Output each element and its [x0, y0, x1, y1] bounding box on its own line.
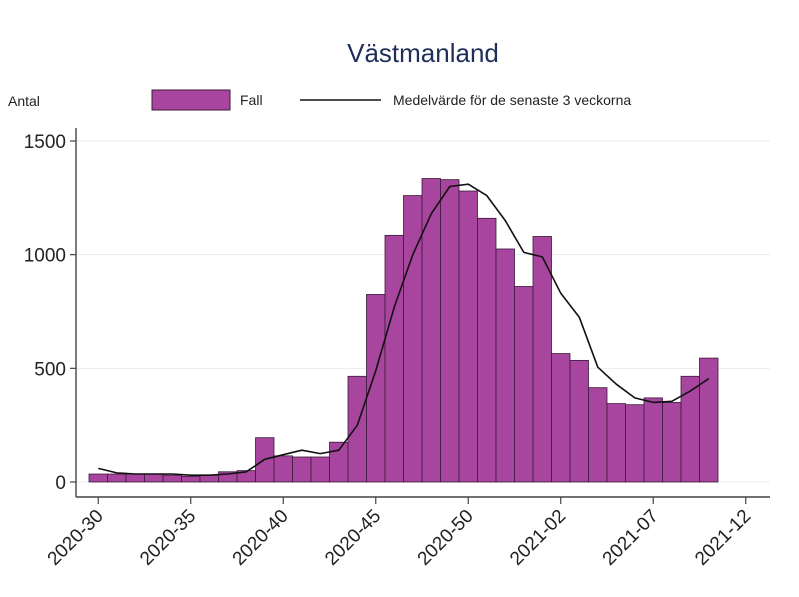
y-axis-label: Antal [8, 93, 40, 109]
x-tick-label: 2021-02 [506, 506, 570, 570]
y-tick-label: 1000 [24, 246, 66, 267]
x-axis-ticks: 2020-30 2020-35 2020-40 2020-45 2020-50 2021-… [44, 497, 755, 570]
bar [199, 474, 219, 483]
x-tick-label: 2021-07 [599, 506, 663, 570]
axes [75, 128, 770, 498]
bar [588, 387, 608, 483]
bar [125, 473, 145, 483]
bar [495, 248, 515, 483]
x-tick-label: 2021-12 [691, 506, 755, 570]
legend-label-average: Medelvärde för de senaste 3 veckorna [393, 92, 631, 108]
bar [643, 397, 663, 483]
bar [144, 473, 164, 483]
bar [662, 402, 682, 483]
bar [514, 286, 534, 483]
bar [458, 190, 478, 483]
bar [310, 456, 330, 483]
bar [625, 404, 645, 483]
bar [440, 179, 460, 483]
bar [680, 375, 700, 483]
x-tick-label: 2020-40 [229, 506, 293, 570]
bar [88, 473, 108, 483]
bar [347, 375, 367, 483]
bar [384, 234, 404, 483]
bar [273, 455, 293, 483]
bar [107, 473, 127, 483]
x-tick-label: 2020-50 [414, 506, 478, 570]
bar [421, 178, 441, 483]
y-tick-label: 0 [55, 473, 66, 494]
legend: Fall Medelvärde för de senaste 3 veckorn… [151, 89, 631, 111]
average-line [98, 183, 710, 477]
line-series-average [98, 183, 710, 477]
x-tick-label: 2020-30 [44, 506, 108, 570]
bar [606, 403, 626, 483]
bar [329, 441, 349, 483]
y-tick-label: 1500 [24, 132, 66, 153]
x-tick-label: 2020-45 [321, 506, 385, 570]
bar [181, 475, 201, 483]
bar [162, 474, 182, 483]
bar [532, 236, 552, 483]
bar [477, 217, 497, 483]
x-tick-label: 2020-35 [136, 506, 200, 570]
bar [551, 353, 571, 483]
legend-label-fall: Fall [240, 92, 263, 108]
bar [569, 359, 589, 483]
bar [699, 357, 719, 483]
chart-title: Västmanland [347, 38, 499, 68]
legend-swatch-fall [151, 89, 231, 111]
y-tick-label: 500 [34, 359, 66, 380]
bar-series-fall [88, 178, 719, 483]
y-axis-ticks: 0 500 1000 1500 [24, 132, 76, 494]
bar [292, 456, 312, 483]
